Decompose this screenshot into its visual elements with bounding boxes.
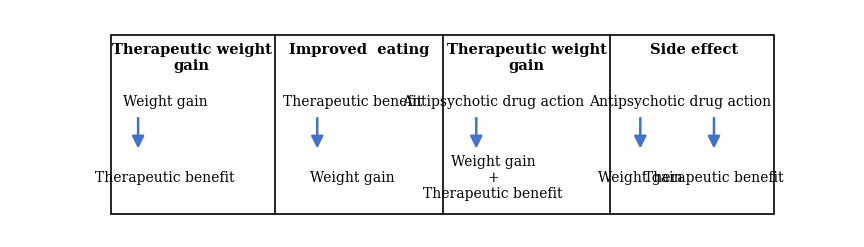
Text: Therapeutic weight
gain: Therapeutic weight gain	[111, 43, 271, 73]
Text: Weight gain: Weight gain	[123, 95, 207, 109]
Text: Weight gain
+
Therapeutic benefit: Weight gain + Therapeutic benefit	[423, 155, 562, 201]
Text: Side effect: Side effect	[650, 43, 738, 57]
Text: Therapeutic benefit: Therapeutic benefit	[645, 171, 784, 185]
Text: Improved  eating: Improved eating	[289, 43, 429, 57]
Text: Therapeutic weight
gain: Therapeutic weight gain	[447, 43, 607, 73]
Text: Therapeutic benefit: Therapeutic benefit	[283, 95, 422, 109]
Text: Antipsychotic drug action: Antipsychotic drug action	[402, 95, 584, 109]
Text: Weight gain: Weight gain	[598, 171, 683, 185]
Text: Therapeutic benefit: Therapeutic benefit	[95, 171, 235, 185]
Text: Antipsychotic drug action: Antipsychotic drug action	[589, 95, 772, 109]
Text: Weight gain: Weight gain	[310, 171, 395, 185]
